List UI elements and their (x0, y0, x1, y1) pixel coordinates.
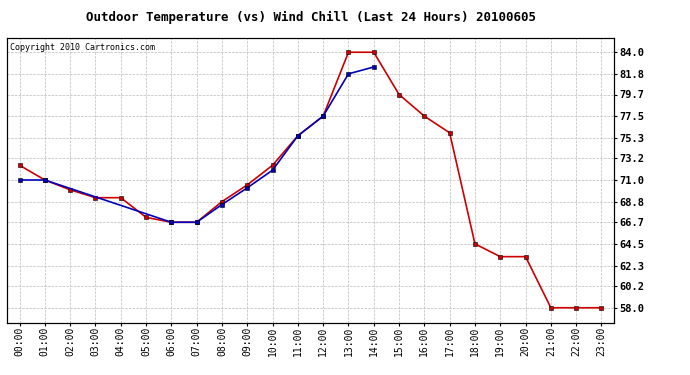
Text: Outdoor Temperature (vs) Wind Chill (Last 24 Hours) 20100605: Outdoor Temperature (vs) Wind Chill (Las… (86, 11, 535, 24)
Text: Copyright 2010 Cartronics.com: Copyright 2010 Cartronics.com (10, 43, 155, 52)
